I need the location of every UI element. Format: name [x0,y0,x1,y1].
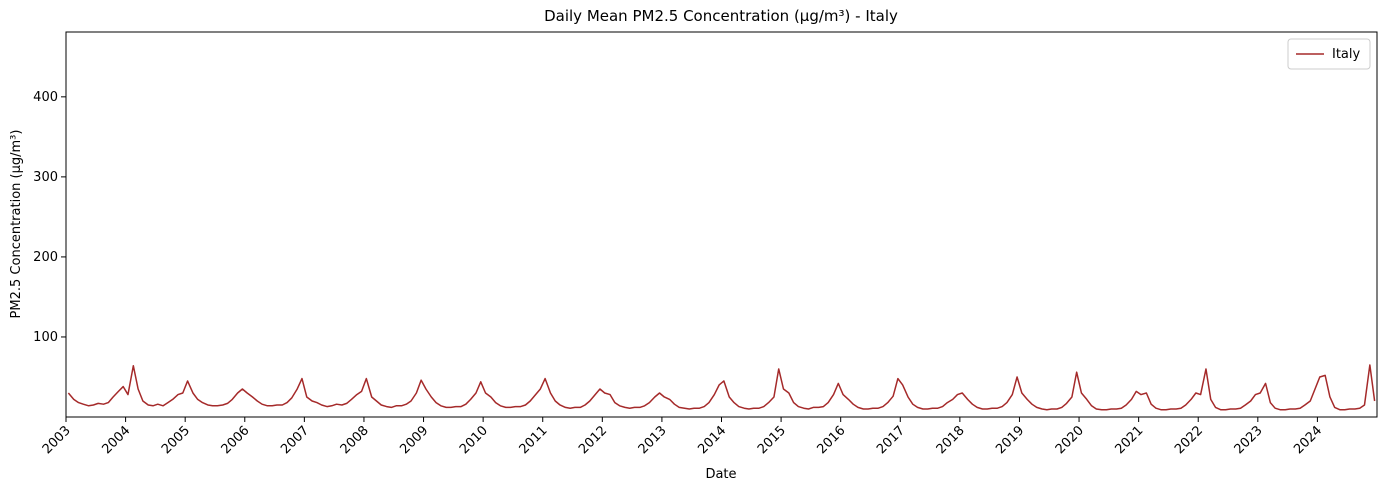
x-tick-label: 2003 [40,423,74,457]
x-tick-label: 2020 [1053,423,1087,457]
y-axis-label: PM2.5 Concentration (µg/m³) [9,130,24,319]
x-tick-label: 2017 [874,423,908,457]
x-tick-label: 2018 [934,423,968,457]
x-tick-label: 2010 [457,423,491,457]
legend-box [1287,38,1371,70]
chart-title: Daily Mean PM2.5 Concentration (µg/m³) -… [544,7,898,25]
x-tick-label: 2004 [99,423,133,457]
y-tick-label: 300 [33,170,58,185]
x-tick-label: 2021 [1112,423,1146,457]
x-tick-label: 2005 [159,423,193,457]
x-tick-label: 2007 [278,423,312,457]
x-tick-label: 2022 [1172,423,1206,457]
x-tick-label: 2009 [397,423,431,457]
x-tick-label: 2013 [636,423,670,457]
x-tick-label: 2012 [576,423,610,457]
x-tick-label: 2011 [517,423,551,457]
x-tick-label: 2023 [1232,423,1266,457]
y-tick-label: 200 [33,250,58,265]
plot-frame [65,31,1378,418]
x-tick-label: 2014 [695,423,729,457]
x-tick-label: 2006 [219,423,253,457]
x-tick-label: 2024 [1291,423,1325,457]
data-line [67,364,1376,411]
x-tick-label: 2015 [755,423,789,457]
x-axis-label: Date [705,467,736,482]
y-tick-label: 100 [33,330,58,345]
x-tick-label: 2016 [815,423,849,457]
x-tick-label: 2008 [338,423,372,457]
y-tick-label: 400 [33,90,58,105]
legend-label: Italy [1332,47,1361,62]
x-tick-label: 2019 [993,423,1027,457]
